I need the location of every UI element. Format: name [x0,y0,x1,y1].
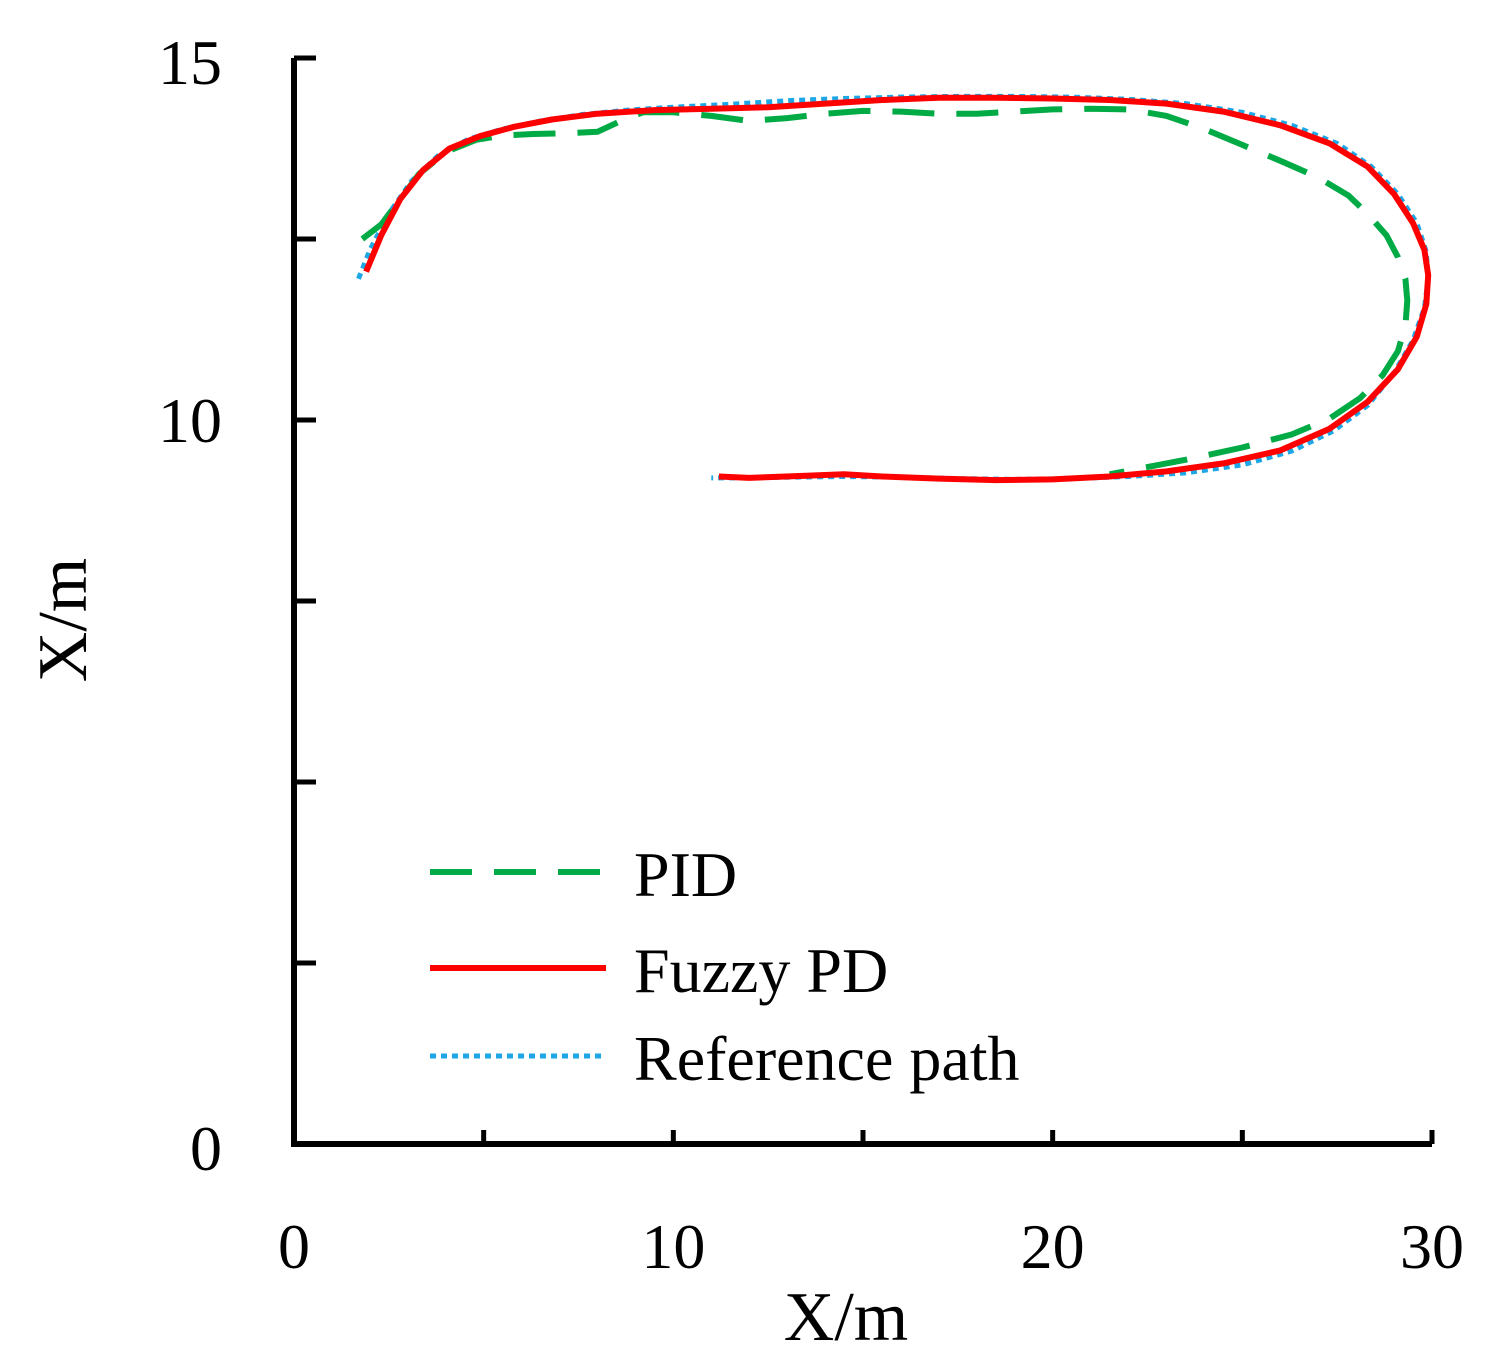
ticks-layer: 0 10 20 30 0 10 15 [158,27,1464,1282]
y-tick-label: 15 [158,27,222,98]
series-layer [356,93,1432,484]
legend-label-fuzzy-pd: Fuzzy PD [634,935,888,1006]
legend-label-reference-path: Reference path [634,1023,1020,1094]
x-tick-label: 0 [278,1211,310,1282]
legend-label-pid: PID [634,839,737,910]
series-line-reference-path [356,93,1431,482]
series-line-fuzzy-pd [363,94,1432,484]
y-tick-label: 0 [190,1113,222,1184]
x-axis-title: X/m [784,1279,908,1356]
x-tick-label: 30 [1400,1211,1464,1282]
legend: PID Fuzzy PD Reference path [430,839,1020,1094]
y-tick-label: 10 [158,385,222,456]
x-tick-label: 20 [1021,1211,1085,1282]
series-line-pid [360,105,1411,478]
y-axis-title: X/m [25,558,102,682]
x-tick-label: 10 [641,1211,705,1282]
